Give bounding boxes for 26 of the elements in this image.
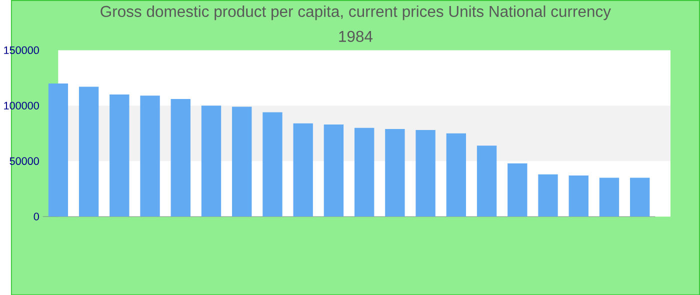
bar — [630, 178, 650, 216]
bar — [508, 163, 528, 216]
bar — [538, 174, 558, 216]
bar — [476, 145, 497, 216]
bar — [416, 130, 436, 216]
bar — [110, 94, 130, 216]
bar — [48, 83, 68, 216]
bar — [324, 124, 344, 216]
bar — [78, 86, 99, 216]
bar — [354, 128, 374, 216]
bar — [293, 123, 313, 216]
bar — [140, 96, 160, 216]
bar — [446, 133, 466, 216]
bar — [599, 178, 620, 216]
chart-title: Gross domestic product per capita, current prices Units National currency — [100, 5, 611, 20]
y-tick-label: 100000 — [4, 102, 39, 110]
bar — [170, 98, 190, 216]
bar — [232, 106, 252, 216]
y-tick-label: 0 — [34, 212, 39, 220]
chart-subtitle: 1984 — [339, 30, 373, 42]
bar — [201, 105, 222, 216]
y-tick-label: 150000 — [4, 46, 39, 54]
bar — [385, 128, 405, 216]
y-tick-label: 50000 — [10, 157, 39, 165]
bar — [568, 175, 588, 216]
bar — [262, 112, 282, 216]
